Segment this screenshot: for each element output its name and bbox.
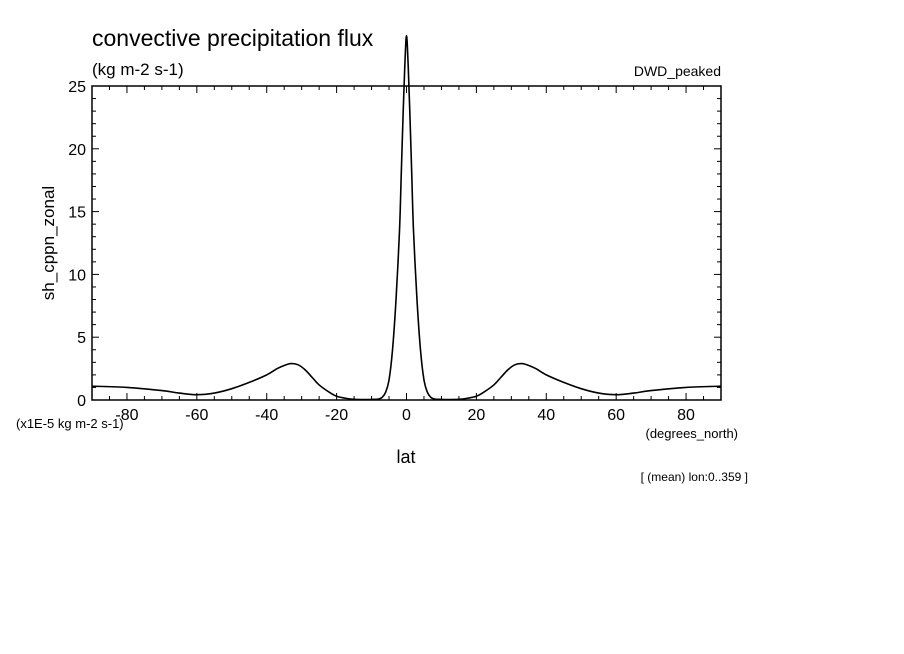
chart-title: convective precipitation flux xyxy=(92,25,374,51)
y-tick-label: 0 xyxy=(77,393,86,410)
x-tick-label: 60 xyxy=(607,407,625,424)
x-tick-label: 80 xyxy=(677,407,695,424)
y-axis-units: (x1E-5 kg m-2 s-1) xyxy=(16,416,124,431)
y-tick-label: 5 xyxy=(77,330,86,347)
x-axis: -80 -60 -40 -20 0 20 40 60 80 xyxy=(91,86,722,424)
plot-frame xyxy=(91,85,722,401)
y-tick-label: 15 xyxy=(68,205,86,222)
x-tick-label: -60 xyxy=(185,407,208,424)
x-tick-label: -40 xyxy=(255,407,278,424)
x-tick-label: -20 xyxy=(325,407,348,424)
y-tick-label: 20 xyxy=(68,142,86,159)
x-axis-label: lat xyxy=(396,447,415,467)
y-axis: 0 5 10 15 20 25 xyxy=(68,79,721,410)
series-line xyxy=(92,34,721,401)
x-tick-label: -80 xyxy=(115,407,138,424)
y-tick-label: 25 xyxy=(68,79,86,96)
y-axis-label: sh_cppn_zonal xyxy=(39,186,58,300)
y-tick-label: 10 xyxy=(68,267,86,284)
footnote: [ (mean) lon:0..359 ] xyxy=(641,470,748,484)
x-tick-label: 0 xyxy=(402,407,411,424)
x-tick-label: 40 xyxy=(537,407,555,424)
chart-subtitle: (kg m-2 s-1) xyxy=(92,60,184,79)
x-axis-units: (degrees_north) xyxy=(646,426,739,441)
dataset-label: DWD_peaked xyxy=(634,63,721,79)
x-tick-label: 20 xyxy=(467,407,485,424)
